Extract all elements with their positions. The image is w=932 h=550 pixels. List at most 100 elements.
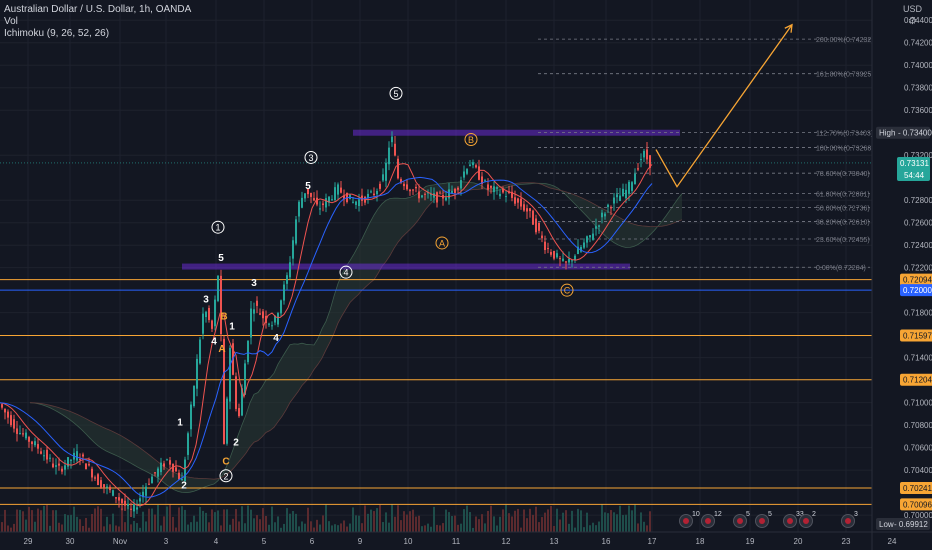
candle-body xyxy=(484,180,486,182)
candle-body xyxy=(340,187,342,193)
candle-body xyxy=(262,311,264,319)
level-price-label: 0.71597 xyxy=(903,332,932,341)
volume-bar xyxy=(250,509,252,532)
candle-body xyxy=(253,309,255,314)
time-tick-label: 5 xyxy=(262,537,267,546)
last-price-label: 0.73131 xyxy=(900,159,929,168)
volume-bar xyxy=(118,526,120,532)
candle-body xyxy=(49,457,51,459)
volume-bar xyxy=(424,525,426,532)
candle-body xyxy=(7,411,9,418)
fib-level-label: 61.80%(0.72861) xyxy=(816,191,870,198)
candle-body xyxy=(142,491,144,498)
volume-bar xyxy=(550,505,552,532)
candle-body xyxy=(22,433,24,435)
symbol-title[interactable]: Australian Dollar / U.S. Dollar, 1h, OAN… xyxy=(4,4,192,15)
volume-bar xyxy=(361,523,363,532)
economic-event-flag-icon[interactable]: 5 xyxy=(733,511,750,528)
level-price-label-bg xyxy=(900,273,932,286)
candle-body xyxy=(439,192,441,194)
volume-bar xyxy=(385,512,387,532)
wave-label-circle xyxy=(211,220,225,234)
chart-legend: Australian Dollar / U.S. Dollar, 1h, OAN… xyxy=(4,4,191,40)
economic-event-flag-icon[interactable]: 33 xyxy=(783,511,804,528)
fib-level-label: 50.00%(0.72736) xyxy=(816,205,870,212)
economic-event-flag-icon[interactable]: 10 xyxy=(679,511,700,528)
volume-indicator-label[interactable]: Vol xyxy=(4,16,18,27)
candle-body xyxy=(112,490,114,496)
candle-body xyxy=(64,465,66,470)
kijun-line xyxy=(0,176,653,498)
volume-bar xyxy=(100,508,102,532)
economic-event-flag-icon[interactable]: 3 xyxy=(841,511,858,528)
candle-body xyxy=(370,191,372,193)
projection-line xyxy=(655,24,793,188)
candle-body xyxy=(379,183,381,189)
elliott-wave-labels: 1 5 2 3 5 4 5 B A C 3 4 1 2 B A C 1 2 3 4 xyxy=(177,86,574,491)
candle-body xyxy=(151,476,153,484)
economic-event-flag-icon[interactable]: 2 xyxy=(799,511,816,528)
volume-bar xyxy=(70,514,72,532)
candle-body xyxy=(286,275,288,284)
volume-bar xyxy=(325,504,327,532)
price-tick-label: 0.70800 xyxy=(904,421,932,430)
price-tick-label: 0.72200 xyxy=(904,264,932,273)
candle-body xyxy=(148,483,150,485)
candle-body xyxy=(349,194,351,200)
candle-body xyxy=(31,441,33,445)
candle-body xyxy=(82,454,84,457)
time-axis[interactable]: 29 30 Nov 3 4 5 6 9 10 11 12 13 16 17 18 19 20 23 24 xyxy=(0,531,932,546)
candle-body xyxy=(481,176,483,184)
ichimoku-indicator-label[interactable]: Ichimoku (9, 26, 52, 26) xyxy=(4,28,110,39)
economic-event-flag-icon[interactable]: 5 xyxy=(755,511,772,528)
candle-body xyxy=(616,194,618,198)
economic-event-flag-icon[interactable]: 12 xyxy=(701,511,722,528)
fibonacci-extension[interactable]: 200.00%(0.74232) 161.80%(0.73925) 112.70%(… xyxy=(538,37,874,272)
volume-bar xyxy=(637,523,639,532)
candle-body xyxy=(256,300,258,306)
price-tick-label: 0.73600 xyxy=(904,106,932,115)
price-tick-label: 0.71800 xyxy=(904,309,932,318)
currency-label[interactable]: USD xyxy=(902,4,922,14)
wave-label-circle xyxy=(219,469,233,483)
candle-body xyxy=(316,197,318,205)
candlesticks xyxy=(1,131,651,518)
candle-body xyxy=(463,171,465,178)
volume-bar xyxy=(517,508,519,532)
volume-bar xyxy=(547,509,549,532)
time-tick-label: 30 xyxy=(66,537,75,546)
candle-body xyxy=(292,240,294,259)
price-tick-label: 0.73200 xyxy=(904,151,932,160)
volume-bar xyxy=(220,525,222,532)
volume-bar xyxy=(373,511,375,532)
candle-body xyxy=(211,320,213,329)
projection-path[interactable] xyxy=(655,23,793,188)
candle-body xyxy=(310,192,312,197)
volume-bar xyxy=(355,515,357,532)
flag-dot xyxy=(845,518,851,524)
candle-body xyxy=(517,198,519,203)
volume-bar xyxy=(472,527,474,532)
candle-body xyxy=(313,198,315,201)
gear-icon[interactable]: ⚙ xyxy=(908,16,917,27)
wave-label: 5 xyxy=(305,181,311,192)
volume-bar xyxy=(328,521,330,532)
volume-bar xyxy=(181,506,183,532)
volume-bar xyxy=(211,509,213,532)
volume-bar xyxy=(493,516,495,532)
volume-bar xyxy=(136,523,138,532)
supply-zone xyxy=(182,263,630,270)
candle-body xyxy=(619,195,621,201)
volume-bar xyxy=(487,510,489,532)
candle-body xyxy=(298,201,300,217)
wave-label: 2 xyxy=(233,438,239,449)
volume-bar xyxy=(106,516,108,532)
price-axis[interactable]: 0.74400 0.74200 0.74000 0.73800 0.73600 0.732… xyxy=(871,0,932,550)
volume-bar xyxy=(142,511,144,532)
volume-bar xyxy=(229,524,231,532)
candle-body xyxy=(556,253,558,258)
wave-label: 2 xyxy=(223,471,228,481)
supply-zone xyxy=(353,129,680,136)
volume-bar xyxy=(607,513,609,532)
